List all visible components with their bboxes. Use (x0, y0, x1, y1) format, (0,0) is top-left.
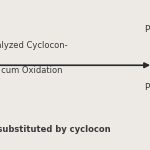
Text: P: P (144, 26, 149, 34)
Text: 2-substituted by cyclocon: 2-substituted by cyclocon (0, 124, 111, 134)
Text: P: P (144, 82, 149, 91)
Text: on cum Oxidation: on cum Oxidation (0, 66, 63, 75)
Text: atalyzed Cyclocon-: atalyzed Cyclocon- (0, 40, 68, 50)
